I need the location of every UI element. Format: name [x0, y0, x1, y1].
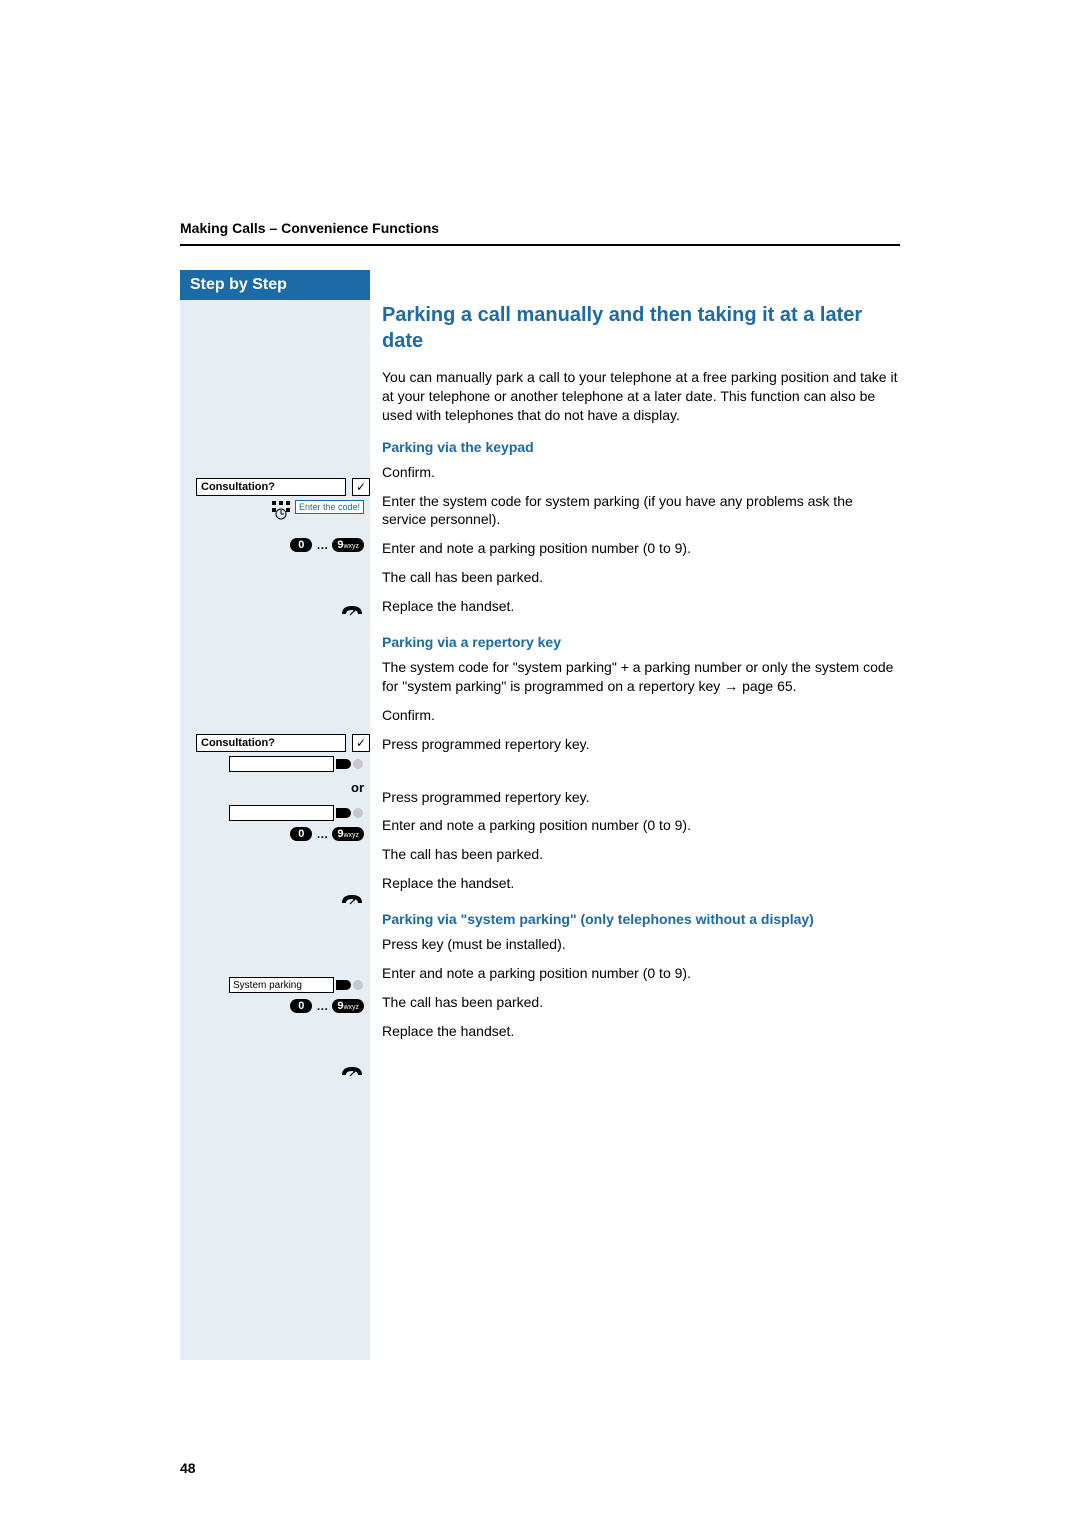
step-confirm: Confirm.	[382, 463, 900, 482]
subheading-sysparking: Parking via "system parking" (only telep…	[382, 911, 900, 927]
confirm-check-icon: ✓	[352, 478, 370, 496]
ellipsis-icon-2: …	[316, 827, 328, 841]
digit-key-0-3: 0	[290, 999, 312, 1013]
handset-icon	[340, 602, 364, 618]
step-enter-syscode: Enter the system code for system parking…	[382, 492, 900, 530]
step-replace-2: Replace the handset.	[382, 874, 900, 893]
ellipsis-icon-3: …	[316, 999, 328, 1013]
repertory-key-blank	[229, 756, 334, 772]
step-press-key-2: Press programmed repertory key.	[382, 788, 900, 807]
step-enter-pos-2: Enter and note a parking position number…	[382, 816, 900, 835]
running-header: Making Calls – Convenience Functions	[180, 220, 900, 246]
digit-keys-2: 0 … 9wxyz	[180, 827, 370, 841]
key-led-icon-3	[336, 977, 364, 993]
step-confirm-2: Confirm.	[382, 706, 900, 725]
step-replace: Replace the handset.	[382, 597, 900, 616]
step-press-sys-key: Press key (must be installed).	[382, 935, 900, 954]
step-enter-pos: Enter and note a parking position number…	[382, 539, 900, 558]
key-led-icon	[336, 756, 364, 772]
step-press-key: Press programmed repertory key.	[382, 735, 900, 754]
digit-key-0-2: 0	[290, 827, 312, 841]
step-parked-2: The call has been parked.	[382, 845, 900, 864]
page-number: 48	[180, 1460, 900, 1476]
enter-code-hint: Enter the code!	[295, 500, 364, 514]
system-parking-key: System parking	[229, 977, 334, 993]
handset-icon-2	[340, 891, 364, 907]
repertory-blurb: The system code for "system parking" + a…	[382, 658, 900, 696]
step-column: Step by Step Consultation? ✓	[180, 270, 370, 1360]
intro-paragraph: You can manually park a call to your tel…	[382, 368, 900, 425]
subheading-keypad: Parking via the keypad	[382, 439, 900, 455]
digit-key-0: 0	[290, 538, 312, 552]
section-heading: Parking a call manually and then taking …	[382, 302, 900, 354]
key-led-icon-2	[336, 805, 364, 821]
content-column: Parking a call manually and then taking …	[382, 270, 900, 1360]
or-label: or	[180, 780, 370, 795]
display-field-consultation: Consultation?	[196, 478, 346, 496]
display-field-consultation-2: Consultation?	[196, 734, 346, 752]
digit-keys-3: 0 … 9wxyz	[180, 999, 370, 1013]
confirm-check-icon-2: ✓	[352, 734, 370, 752]
step-parked-3: The call has been parked.	[382, 993, 900, 1012]
repertory-key-blank-2	[229, 805, 334, 821]
keypad-icon	[271, 500, 291, 520]
digit-key-9-3: 9wxyz	[332, 999, 364, 1013]
step-parked: The call has been parked.	[382, 568, 900, 587]
step-enter-pos-3: Enter and note a parking position number…	[382, 964, 900, 983]
digit-key-9: 9wxyz	[332, 538, 364, 552]
consultation-prompt-2: Consultation? ✓	[180, 734, 370, 752]
subheading-repertory: Parking via a repertory key	[382, 634, 900, 650]
digit-keys: 0 … 9wxyz	[180, 538, 370, 552]
step-banner: Step by Step	[180, 270, 370, 300]
consultation-prompt: Consultation? ✓	[180, 478, 370, 496]
handset-icon-3	[340, 1063, 364, 1079]
digit-key-9-2: 9wxyz	[332, 827, 364, 841]
ellipsis-icon: …	[316, 538, 328, 552]
step-replace-3: Replace the handset.	[382, 1022, 900, 1041]
